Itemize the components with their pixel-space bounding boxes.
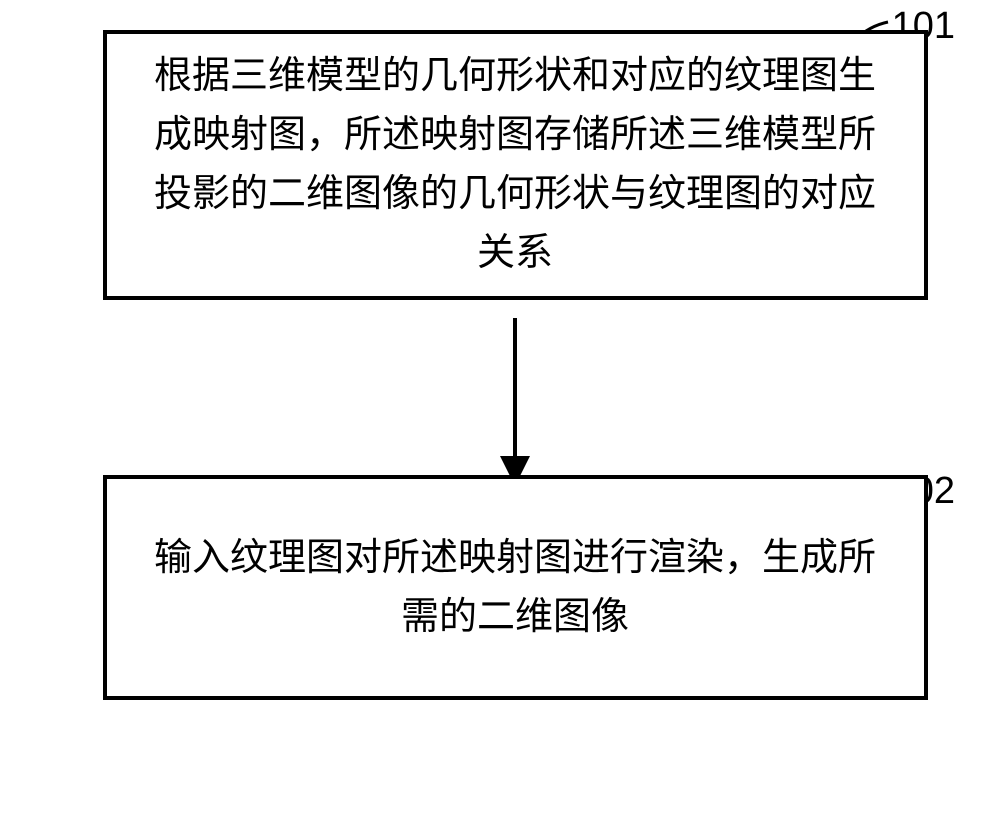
flowchart-step-1: 根据三维模型的几何形状和对应的纹理图生成映射图，所述映射图存储所述三维模型所投影…: [103, 30, 928, 300]
flowchart-container: 101 根据三维模型的几何形状和对应的纹理图生成映射图，所述映射图存储所述三维模…: [0, 0, 1000, 837]
flowchart-step-2: 输入纹理图对所述映射图进行渲染，生成所需的二维图像: [103, 475, 928, 700]
flow-arrow: [513, 300, 517, 475]
arrow-line: [513, 318, 517, 458]
step-2-text: 输入纹理图对所述映射图进行渲染，生成所需的二维图像: [142, 529, 889, 647]
step-1-text: 根据三维模型的几何形状和对应的纹理图生成映射图，所述映射图存储所述三维模型所投影…: [142, 47, 889, 283]
